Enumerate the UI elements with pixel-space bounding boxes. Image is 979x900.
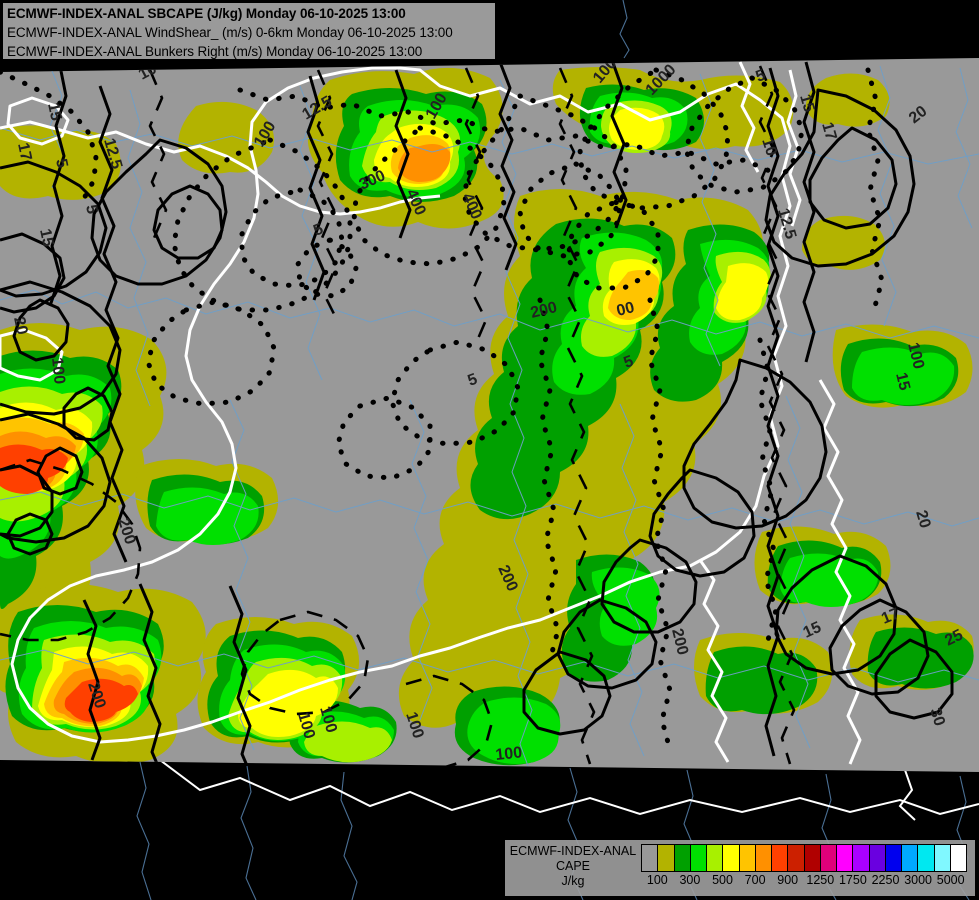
svg-text:100: 100 — [904, 341, 927, 371]
legend-swatch-15 — [885, 845, 902, 871]
legend-swatch-9 — [788, 845, 805, 871]
legend-swatch-8 — [772, 845, 789, 871]
svg-text:15: 15 — [36, 227, 56, 248]
title-overlay: ECMWF-INDEX-ANAL SBCAPE (J/kg) Monday 06… — [2, 2, 496, 60]
legend-swatch-3 — [690, 845, 707, 871]
legend-swatch-0 — [642, 845, 659, 871]
bunkers-right-contours — [0, 67, 885, 753]
legend-tick-300: 300 — [679, 873, 701, 887]
legend-tick-100: 100 — [646, 873, 668, 887]
title-line-bunkers-right: ECMWF-INDEX-ANAL Bunkers Right (m/s) Mon… — [7, 44, 423, 59]
legend-swatch-16 — [902, 845, 919, 871]
legend-tick-3000: 3000 — [904, 873, 932, 887]
svg-text:100: 100 — [294, 710, 318, 740]
svg-text:17: 17 — [879, 605, 902, 627]
legend-swatch-12 — [837, 845, 854, 871]
legend-swatch-17 — [918, 845, 935, 871]
legend-swatch-1 — [658, 845, 675, 871]
legend-tick-5000: 5000 — [936, 873, 965, 887]
svg-text:100: 100 — [48, 357, 68, 385]
svg-text:5: 5 — [52, 157, 70, 169]
svg-text:20: 20 — [912, 508, 933, 530]
legend-title: ECMWF-INDEX-ANAL CAPE J/kg — [509, 844, 637, 889]
legend-tick-2250: 2250 — [871, 873, 900, 887]
legend-swatch-19 — [950, 845, 966, 871]
color-legend: ECMWF-INDEX-ANAL CAPE J/kg 100 300 500 700 9… — [505, 840, 975, 896]
svg-text:100: 100 — [316, 704, 340, 734]
title-line-sbcape: ECMWF-INDEX-ANAL SBCAPE (J/kg) Monday 06… — [7, 6, 406, 21]
svg-text:30: 30 — [926, 706, 948, 728]
svg-text:00: 00 — [615, 299, 636, 320]
country-borders — [0, 61, 862, 765]
cape-contours — [0, 65, 796, 770]
svg-text:15: 15 — [796, 92, 817, 114]
legend-color-bar — [641, 844, 967, 872]
legend-tick-labels: 100 300 500 700 900 1250 1750 2250 3000 5000 — [641, 873, 967, 893]
legend-swatch-5 — [723, 845, 740, 871]
legend-tick-900: 900 — [777, 873, 799, 887]
windshear-contours — [0, 59, 954, 769]
cape-fill-2250 — [0, 444, 138, 722]
svg-text:15: 15 — [801, 619, 824, 642]
legend-swatch-11 — [820, 845, 837, 871]
legend-swatch-14 — [869, 845, 886, 871]
legend-tick-1250: 1250 — [806, 873, 835, 887]
svg-text:200: 200 — [529, 299, 559, 322]
legend-swatch-13 — [853, 845, 870, 871]
coastline-outside — [159, 759, 979, 821]
legend-title-model: ECMWF-INDEX-ANAL — [509, 844, 637, 858]
legend-swatch-18 — [934, 845, 951, 871]
legend-swatch-4 — [707, 845, 724, 871]
legend-tick-700: 700 — [744, 873, 766, 887]
legend-title-variable: CAPE — [555, 859, 591, 873]
svg-text:200: 200 — [668, 627, 691, 657]
legend-swatch-2 — [674, 845, 691, 871]
legend-title-units: J/kg — [561, 874, 585, 888]
svg-text:20: 20 — [10, 315, 30, 336]
river-network — [0, 65, 979, 767]
svg-text:100: 100 — [495, 744, 523, 764]
legend-swatch-10 — [804, 845, 821, 871]
svg-text:17: 17 — [14, 141, 34, 162]
map-data-domain: 15 17 5 15 20 100 5 10 12.5 200 200 12.5… — [0, 58, 979, 772]
legend-swatch-7 — [755, 845, 772, 871]
svg-text:15: 15 — [892, 371, 913, 392]
legend-tick-1750: 1750 — [838, 873, 867, 887]
legend-tick-500: 500 — [712, 873, 733, 887]
svg-text:17: 17 — [818, 120, 839, 142]
svg-text:5: 5 — [82, 203, 100, 215]
legend-swatch-6 — [739, 845, 756, 871]
title-line-windshear: ECMWF-INDEX-ANAL WindShear_ (m/s) 0-6km … — [7, 25, 453, 40]
svg-text:25: 25 — [942, 626, 966, 649]
svg-text:15: 15 — [44, 101, 64, 122]
svg-text:10: 10 — [758, 136, 780, 158]
